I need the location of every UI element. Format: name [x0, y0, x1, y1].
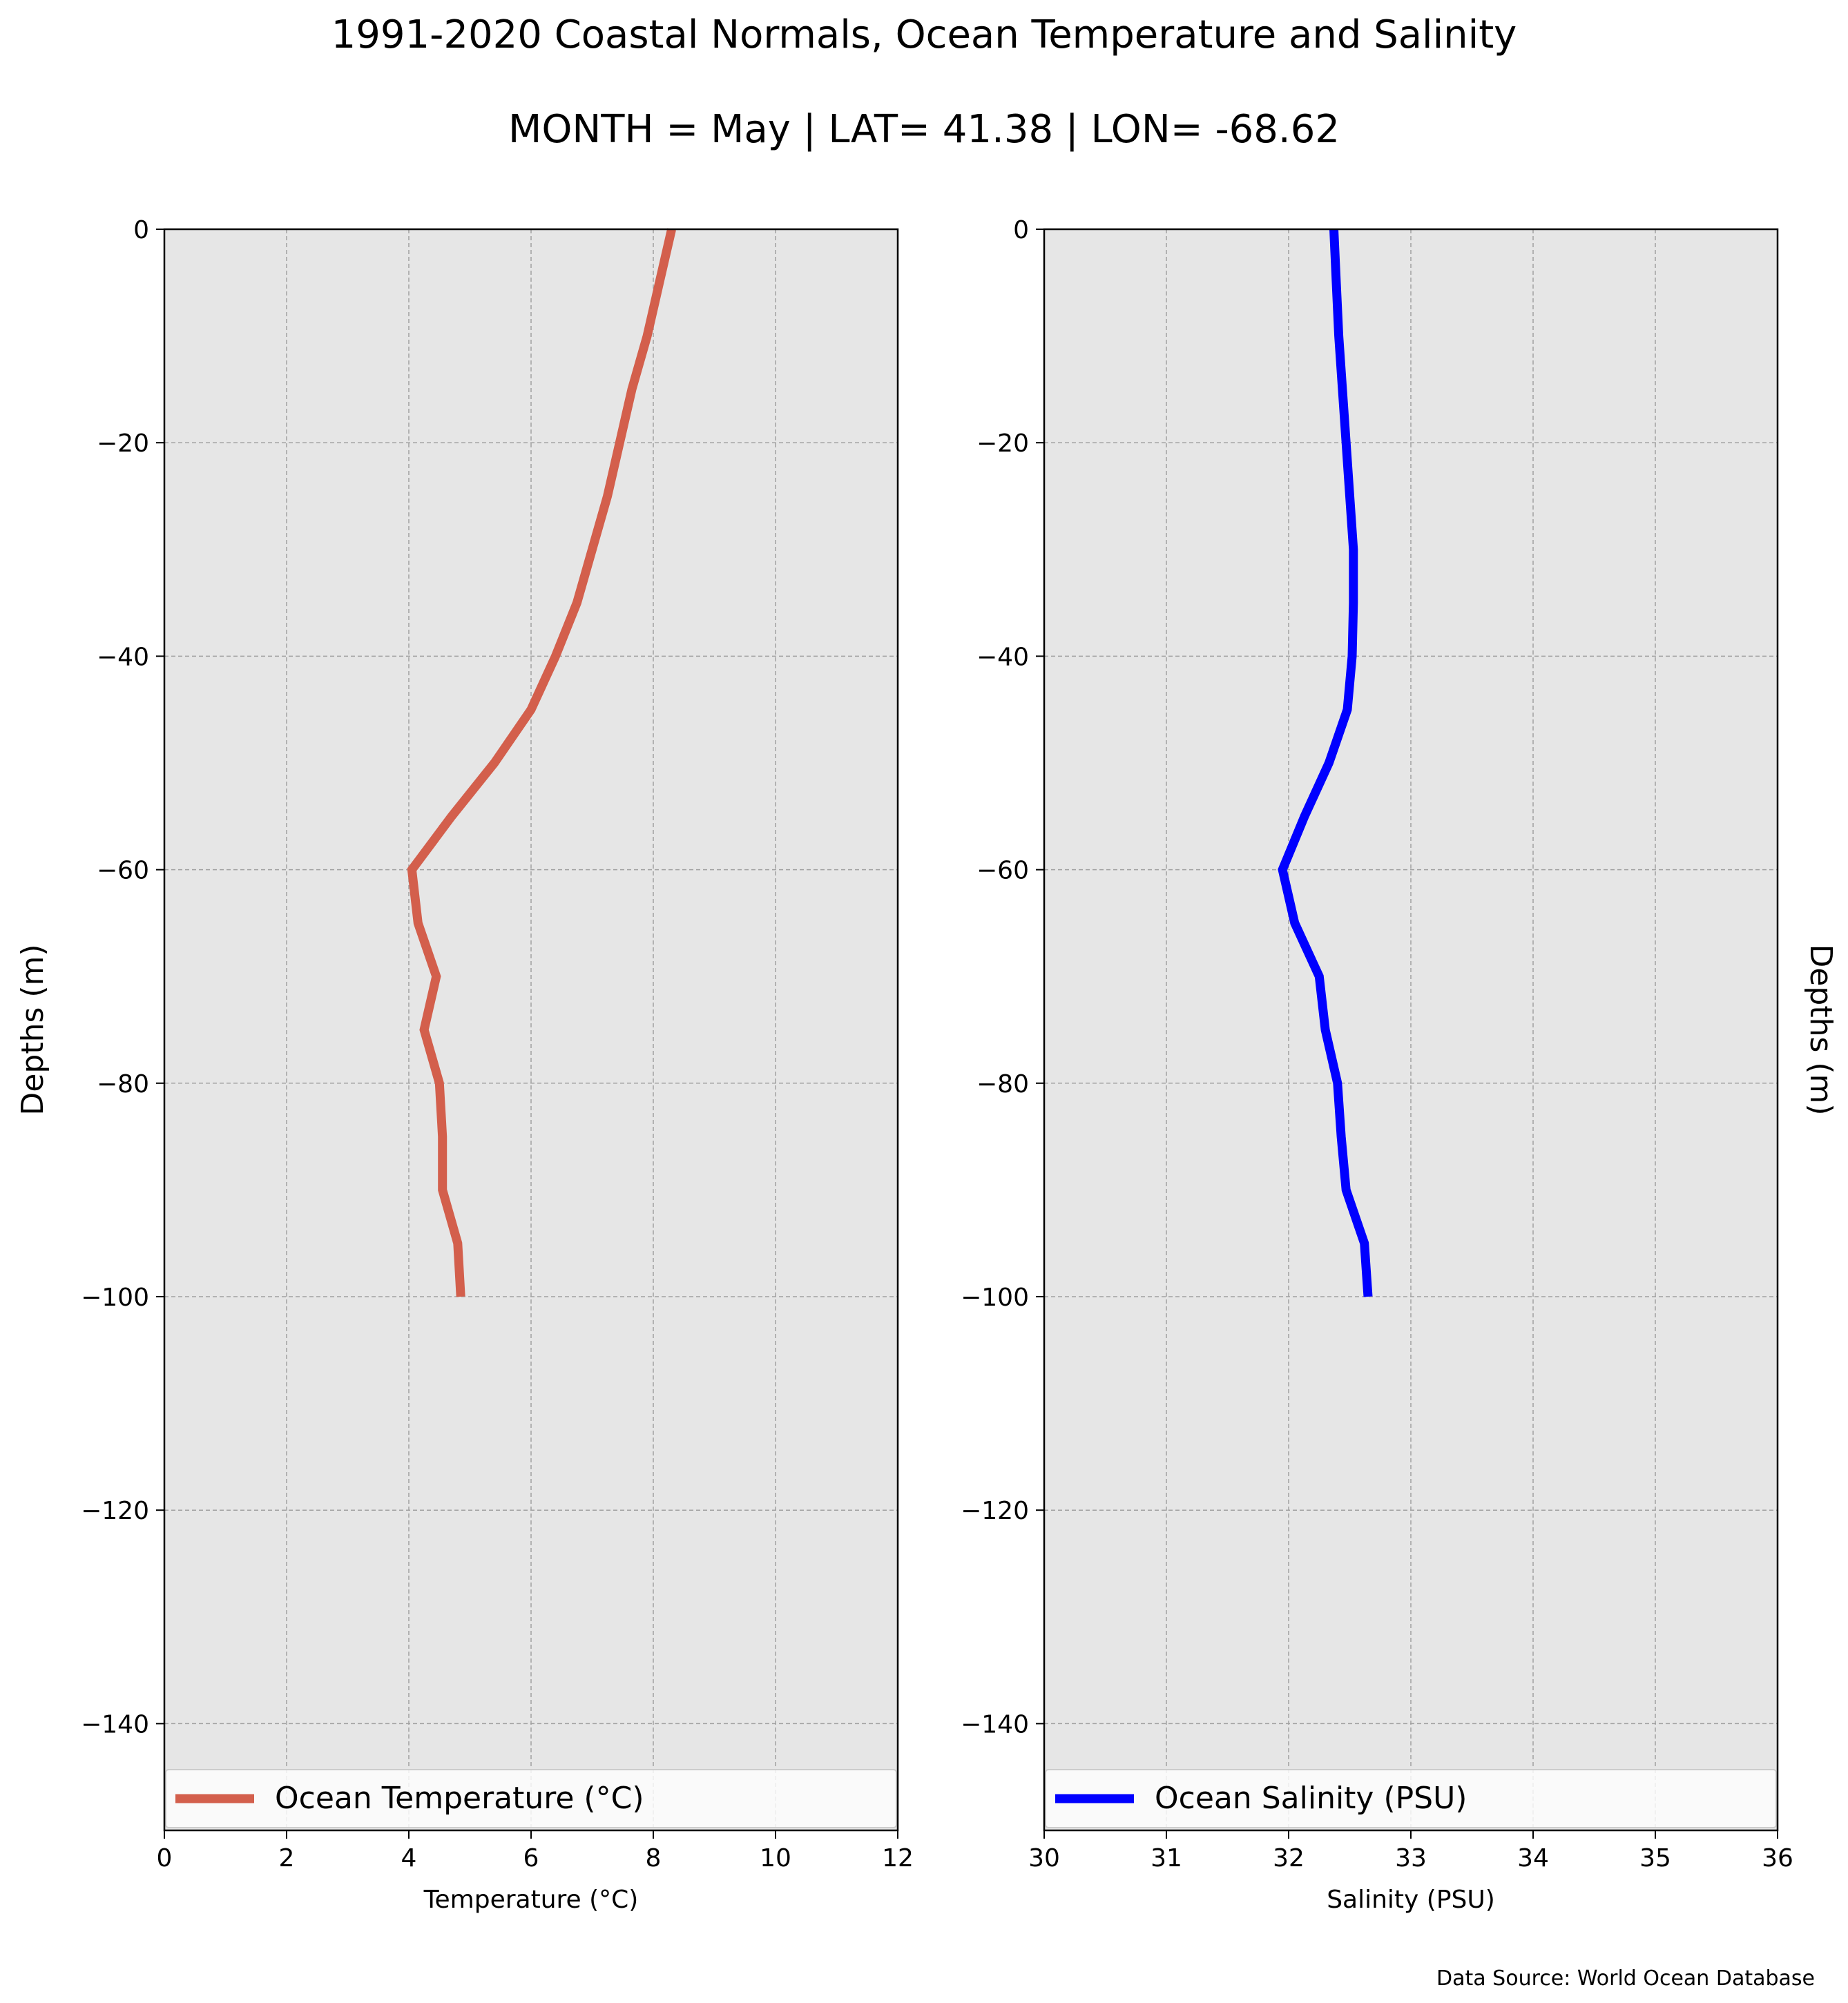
- legend-box: [1045, 1769, 1777, 1828]
- chart-subtitle: MONTH = May | LAT= 41.38 | LON= -68.62: [508, 107, 1340, 152]
- x-axis-label: Salinity (PSU): [1327, 1886, 1495, 1914]
- x-tick-label: 12: [882, 1844, 914, 1873]
- x-tick-label: 30: [1028, 1844, 1060, 1873]
- y-tick-label: −80: [97, 1070, 149, 1099]
- x-tick-label: 0: [157, 1844, 173, 1873]
- x-tick-label: 6: [523, 1844, 539, 1873]
- x-tick-label: 33: [1395, 1844, 1427, 1873]
- axes-frame: [1043, 228, 1779, 1832]
- y-tick-label: −60: [976, 857, 1029, 885]
- y-tick-label: 0: [1013, 216, 1029, 244]
- series-line-0: [1278, 229, 1373, 1297]
- x-tick-label: 10: [760, 1844, 791, 1873]
- y-tick-label: −60: [97, 857, 149, 885]
- axes-frame: [163, 228, 899, 1832]
- x-tick-label: 4: [401, 1844, 417, 1873]
- chart-title: 1991-2020 Coastal Normals, Ocean Tempera…: [331, 12, 1517, 57]
- y-tick-label: −120: [961, 1497, 1029, 1525]
- series-line-0: [407, 228, 676, 1297]
- y-tick-label: −120: [81, 1497, 149, 1525]
- x-tick-label: 32: [1273, 1844, 1305, 1873]
- y-tick-label: 0: [133, 216, 149, 244]
- x-axis-label: Temperature (°C): [423, 1886, 639, 1914]
- y-tick-label: −140: [81, 1710, 149, 1739]
- salinity-panel: 30 31 32 33 34 35 36 0 −20 −40 −60 −80 −100 −120 −140 O…: [961, 216, 1838, 1914]
- x-tick-label: 2: [279, 1844, 295, 1873]
- legend-label: Ocean Temperature (°C): [275, 1781, 644, 1816]
- y-tick-label: −80: [976, 1070, 1029, 1099]
- y-axis-label: Depths (m): [15, 944, 50, 1115]
- y-tick-label: −100: [81, 1284, 149, 1312]
- x-tick-label: 35: [1639, 1844, 1671, 1873]
- data-source-note: Data Source: World Ocean Database: [1436, 1966, 1815, 1991]
- y-tick-label: −20: [976, 429, 1029, 458]
- x-tick-label: 34: [1517, 1844, 1549, 1873]
- y-axis-label: Depths (m): [1803, 944, 1838, 1115]
- x-tick-label: 31: [1151, 1844, 1182, 1873]
- y-tick-label: −100: [961, 1284, 1029, 1312]
- temperature-panel: 0 2 4 6 8 10 12 0 −20 −40 −60 −80 −100 −120 −140 Ocean …: [15, 216, 914, 1914]
- x-tick-label: 8: [646, 1844, 662, 1873]
- y-tick-label: −140: [961, 1710, 1029, 1739]
- y-tick-label: −40: [97, 643, 149, 671]
- legend-label: Ocean Salinity (PSU): [1155, 1781, 1467, 1816]
- y-tick-label: −20: [97, 429, 149, 458]
- x-tick-label: 36: [1762, 1844, 1793, 1873]
- legend-box: [165, 1769, 897, 1828]
- y-tick-label: −40: [976, 643, 1029, 671]
